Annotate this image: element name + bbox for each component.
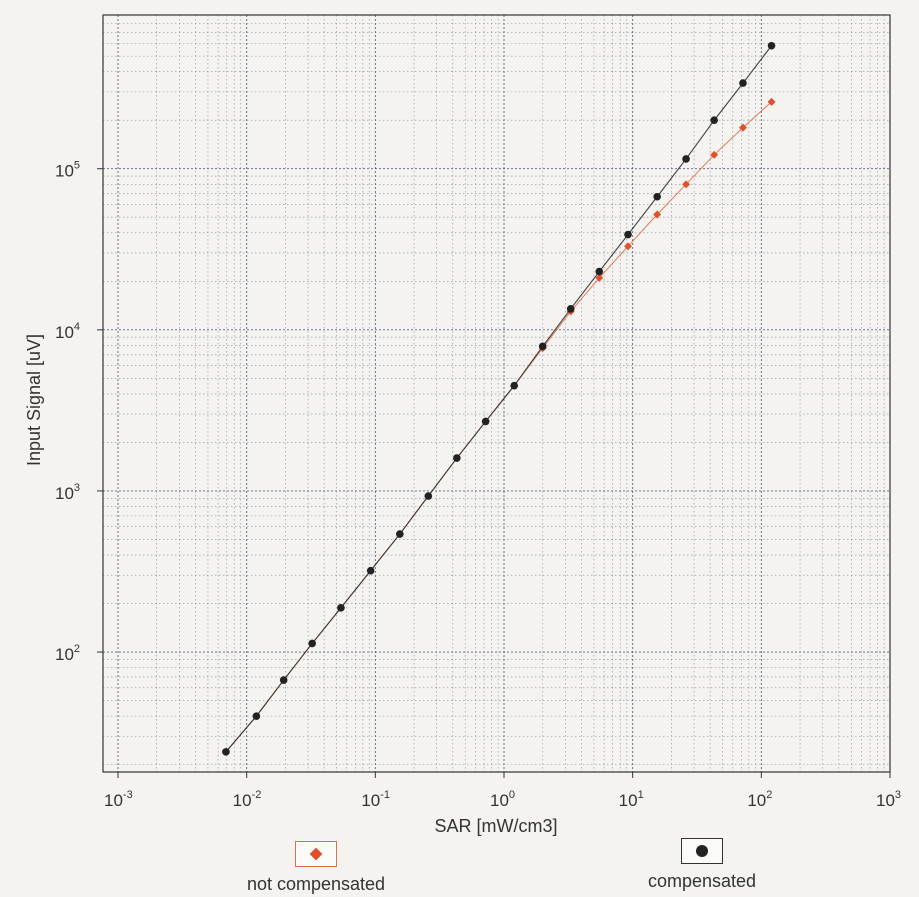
y-axis-ticks: 102 103 104 105 (55, 160, 103, 664)
data-point-compensated (396, 530, 404, 538)
legend-swatch-compensated (681, 838, 723, 864)
data-point-compensated (566, 305, 575, 313)
legend-label-compensated: compensated (647, 871, 757, 891)
y-axis-title: Input Signal [uV] (24, 334, 44, 466)
circle-icon (696, 845, 708, 857)
grid (103, 14, 890, 772)
x-tick-label: 10-2 (233, 789, 262, 810)
data-point-compensated (424, 492, 433, 500)
legend-not-compensated: not compensated (226, 841, 406, 895)
x-axis-ticks: 10-3 10-2 10-1 100 101 102 103 (104, 772, 901, 810)
x-tick-label: 10-3 (104, 789, 133, 810)
x-tick-label: 101 (619, 789, 644, 810)
data-point-compensated (222, 748, 230, 756)
data-point-not-compensated (653, 210, 662, 219)
x-axis-title: SAR [mW/cm3] (434, 816, 557, 836)
data-point-compensated (653, 192, 661, 201)
data-point-not-compensated (624, 242, 632, 251)
data-point-compensated (595, 267, 604, 276)
data-point-compensated (366, 566, 375, 575)
data-point-compensated (337, 604, 345, 612)
series-layer (221, 41, 776, 756)
data-point-compensated (252, 712, 261, 720)
data-point-compensated (538, 342, 547, 351)
diamond-icon (309, 847, 323, 861)
data-point-compensated (624, 230, 632, 239)
legend-swatch-not-compensated (295, 841, 337, 867)
y-tick-label: 102 (55, 643, 80, 664)
data-point-not-compensated (682, 180, 691, 189)
data-point-compensated (767, 41, 776, 50)
legend-label-not-compensated: not compensated (246, 874, 386, 894)
data-point-compensated (739, 79, 747, 87)
data-point-not-compensated (595, 273, 604, 282)
data-point-compensated (481, 417, 490, 426)
data-point-compensated (682, 155, 690, 163)
data-point-not-compensated (710, 150, 719, 159)
series-line-compensated (225, 45, 772, 753)
x-tick-label: 10-1 (361, 789, 390, 810)
y-tick-label: 105 (55, 160, 80, 181)
legend-compensated: compensated (612, 838, 792, 892)
plot-frame (102, 14, 891, 773)
x-tick-label: 100 (490, 789, 515, 810)
data-point-compensated (279, 676, 288, 684)
x-tick-label: 102 (747, 789, 772, 810)
y-tick-label: 104 (55, 321, 80, 342)
data-point-compensated (710, 116, 718, 125)
data-point-compensated (453, 454, 461, 462)
x-tick-label: 103 (876, 789, 901, 810)
y-tick-label: 103 (55, 482, 80, 503)
data-point-compensated (510, 381, 518, 390)
data-point-compensated (308, 639, 316, 648)
data-point-not-compensated (739, 123, 747, 132)
